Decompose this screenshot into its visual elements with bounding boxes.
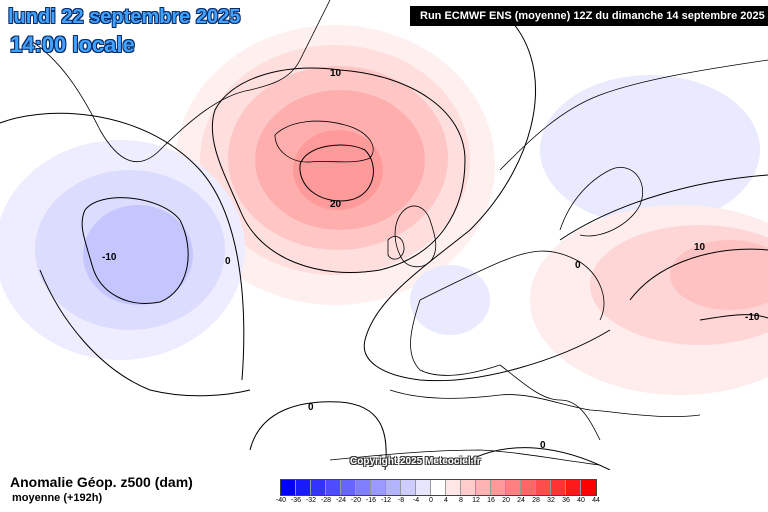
legend-tick-label: -40 [275, 497, 287, 504]
legend-tick-label: -32 [305, 497, 317, 504]
contour-labels: 10 20 -10 0 0 0 0 10 -10 [102, 68, 760, 451]
legend-labels: -40 -36 -32 -28 -24 -20 -16 -12 -8 -4 0 4 8 12 16 20 24 2… [276, 496, 620, 508]
legend-swatch [506, 480, 521, 495]
scandinavia-negative-anomaly [540, 75, 760, 225]
legend-tick-label: 24 [517, 497, 525, 504]
europe-coast [410, 250, 605, 441]
contour-label-0-med: 0 [540, 440, 546, 451]
legend-tick-label: 0 [429, 497, 433, 504]
legend-tick-label: -24 [335, 497, 347, 504]
legend-swatch [341, 480, 356, 495]
legend-tick-label: 4 [444, 497, 448, 504]
legend-swatch [461, 480, 476, 495]
legend-tick-label: -28 [320, 497, 332, 504]
contour-20-iceland [299, 144, 374, 202]
legend-tick-label: -36 [290, 497, 302, 504]
legend-swatch [356, 480, 371, 495]
legend-tick-label: 16 [487, 497, 495, 504]
legend-tick-label: -4 [412, 497, 420, 504]
legend-tick-label: -16 [365, 497, 377, 504]
anomaly-shading [0, 25, 768, 395]
contour-10-iceland [211, 67, 466, 273]
med-coast [389, 389, 701, 417]
forecast-date: lundi 22 septembre 2025 [8, 6, 241, 28]
contour-label-10-east: 10 [694, 242, 706, 253]
legend-swatch [431, 480, 446, 495]
legend-tick-label: 8 [459, 497, 463, 504]
legend-swatch [551, 480, 566, 495]
legend-tick-label: 40 [577, 497, 585, 504]
legend-swatch [581, 480, 596, 495]
contour-label-0-south: 0 [308, 402, 314, 413]
contour-0-west-lower [39, 269, 251, 397]
anomaly-map: 10 20 -10 0 0 0 0 10 -10 [0, 0, 768, 470]
variable-subtitle: moyenne (+192h) [12, 492, 103, 504]
contour-label-0-atlantic: 0 [225, 256, 231, 267]
british-isles-coast [394, 205, 437, 268]
color-legend: -40 -36 -32 -28 -24 -20 -16 -12 -8 -4 0 4 8 12 16 20 24 2… [276, 479, 620, 508]
contour-label-20-iceland: 20 [330, 199, 342, 210]
positive-anomaly-band-20 [293, 130, 383, 210]
contour-0-mediterranean [469, 447, 611, 470]
legend-swatch [446, 480, 461, 495]
legend-tick-label: 36 [562, 497, 570, 504]
contour-label-0-europe: 0 [575, 260, 581, 271]
variable-title: Anomalie Géop. z500 (dam) [10, 474, 193, 490]
legend-swatch [371, 480, 386, 495]
legend-swatch [386, 480, 401, 495]
contour-lines [0, 9, 768, 470]
legend-tick-label: 20 [502, 497, 510, 504]
legend-tick-label: -8 [397, 497, 405, 504]
legend-tick-label: 12 [472, 497, 480, 504]
legend-swatch [491, 480, 506, 495]
contour-0-europe [363, 9, 611, 382]
contour-label-minus10-atlantic: -10 [102, 252, 117, 263]
legend-swatch [296, 480, 311, 495]
greenland-coast [29, 0, 331, 163]
legend-swatch [281, 480, 296, 495]
legend-swatch [311, 480, 326, 495]
forecast-time: 14:00 locale [10, 32, 135, 57]
contour-label-10-iceland: 10 [330, 68, 342, 79]
scandinavia-coast [499, 59, 768, 237]
legend-swatch [326, 480, 341, 495]
iberia-negative-anomaly [410, 265, 490, 335]
legend-swatch [566, 480, 581, 495]
contour-label-minus10-east: -10 [745, 312, 760, 323]
contour-minus10-atlantic [81, 197, 189, 304]
legend-tick-label: 28 [532, 497, 540, 504]
coastlines [29, 0, 768, 466]
contour-0-west [0, 112, 245, 381]
legend-swatch [476, 480, 491, 495]
contour-0-east [559, 174, 768, 241]
run-info: Run ECMWF ENS (moyenne) 12Z du dimanche … [410, 6, 768, 26]
contour-10-east [629, 248, 768, 301]
contour-0-atlantic-south [249, 401, 387, 470]
legend-tick-label: -12 [380, 497, 392, 504]
negative-anomaly-band-12 [83, 205, 193, 305]
copyright-text: Copyright 2025 Meteociel.fr [350, 456, 481, 467]
legend-swatch [521, 480, 536, 495]
legend-swatches [280, 479, 597, 496]
legend-swatch [536, 480, 551, 495]
legend-swatch [416, 480, 431, 495]
north-africa-coast [329, 449, 601, 466]
legend-tick-label: 32 [547, 497, 555, 504]
legend-tick-label: 44 [592, 497, 600, 504]
contour-minus10-east [699, 314, 768, 321]
legend-tick-label: -20 [350, 497, 362, 504]
ireland-coast [387, 236, 405, 260]
legend-swatch [401, 480, 416, 495]
iceland-coast [274, 120, 374, 163]
